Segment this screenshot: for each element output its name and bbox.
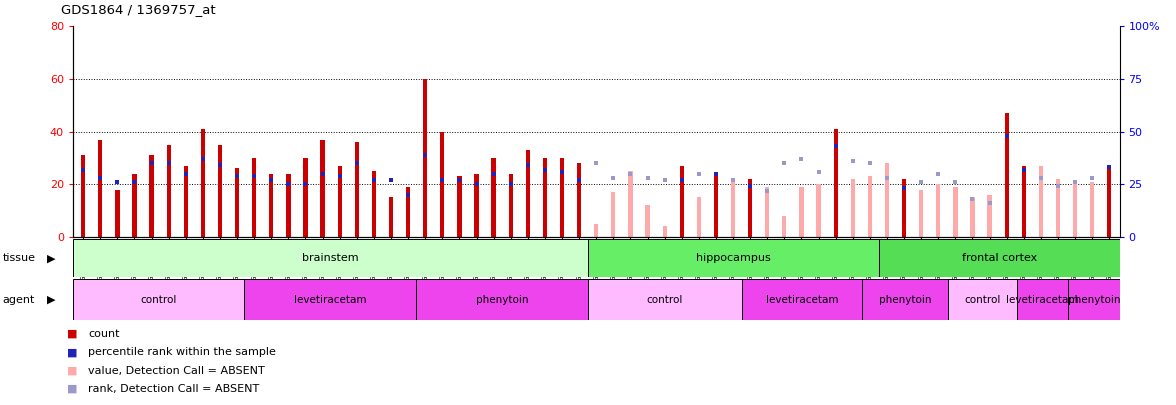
Bar (372, 171, 376, 237)
Bar (133, 174, 136, 237)
Bar (286, 174, 290, 237)
Bar (800, 187, 803, 237)
Bar (1004, 113, 1009, 237)
Bar (73, 279, 245, 320)
Bar (936, 184, 941, 237)
Bar (612, 192, 615, 237)
Bar (167, 145, 171, 237)
Bar (457, 177, 461, 237)
Bar (577, 163, 581, 237)
Bar (1056, 179, 1060, 237)
Bar (406, 187, 410, 237)
Bar (816, 184, 821, 237)
Bar (742, 279, 862, 320)
Bar (834, 129, 837, 237)
Bar (1016, 279, 1068, 320)
Bar (201, 129, 205, 237)
Text: levetiracetam: levetiracetam (294, 295, 367, 305)
Text: frontal cortex: frontal cortex (962, 253, 1037, 263)
Bar (731, 179, 735, 237)
Bar (560, 158, 564, 237)
Text: levetiracetam: levetiracetam (766, 295, 838, 305)
Text: percentile rank within the sample: percentile rank within the sample (88, 347, 276, 357)
Text: control: control (140, 295, 176, 305)
Bar (680, 166, 684, 237)
Bar (526, 150, 530, 237)
Bar (902, 179, 907, 237)
Text: levetiracetam: levetiracetam (1007, 295, 1078, 305)
Text: GDS1864 / 1369757_at: GDS1864 / 1369757_at (61, 3, 215, 16)
Text: hippocampus: hippocampus (696, 253, 771, 263)
Text: ■: ■ (67, 329, 78, 339)
Bar (850, 179, 855, 237)
Text: agent: agent (2, 295, 35, 305)
Bar (646, 205, 649, 237)
Bar (782, 216, 787, 237)
Text: tissue: tissue (2, 253, 35, 263)
Bar (183, 166, 188, 237)
Bar (918, 190, 923, 237)
Bar (252, 158, 256, 237)
Bar (948, 279, 1016, 320)
Bar (440, 132, 445, 237)
Text: ▶: ▶ (47, 295, 55, 305)
Bar (1073, 184, 1077, 237)
Bar (355, 142, 359, 237)
Text: ■: ■ (67, 384, 78, 394)
Text: brainstem: brainstem (302, 253, 359, 263)
Text: ■: ■ (67, 366, 78, 375)
Bar (588, 239, 880, 277)
Bar (954, 187, 957, 237)
Bar (1022, 166, 1025, 237)
Bar (862, 279, 948, 320)
Bar (588, 279, 742, 320)
Bar (218, 145, 222, 237)
Bar (474, 174, 479, 237)
Bar (338, 166, 342, 237)
Bar (662, 226, 667, 237)
Bar (149, 155, 154, 237)
Bar (81, 155, 86, 237)
Text: phenytoin: phenytoin (878, 295, 931, 305)
Bar (628, 171, 633, 237)
Bar (543, 158, 547, 237)
Bar (748, 179, 753, 237)
Bar (696, 198, 701, 237)
Bar (970, 198, 975, 237)
Bar (884, 163, 889, 237)
Text: rank, Detection Call = ABSENT: rank, Detection Call = ABSENT (88, 384, 260, 394)
Bar (714, 177, 719, 237)
Text: control: control (647, 295, 683, 305)
Text: phenytoin: phenytoin (1068, 295, 1120, 305)
Bar (508, 174, 513, 237)
Bar (303, 158, 308, 237)
Bar (115, 190, 120, 237)
Bar (235, 168, 239, 237)
Bar (389, 198, 393, 237)
Bar (1068, 279, 1120, 320)
Bar (98, 140, 102, 237)
Bar (868, 177, 871, 237)
Text: count: count (88, 329, 120, 339)
Bar (1038, 166, 1043, 237)
Bar (880, 239, 1120, 277)
Text: control: control (964, 295, 1001, 305)
Bar (245, 279, 416, 320)
Text: value, Detection Call = ABSENT: value, Detection Call = ABSENT (88, 366, 265, 375)
Bar (423, 79, 427, 237)
Text: ■: ■ (67, 347, 78, 357)
Bar (269, 174, 274, 237)
Bar (988, 195, 991, 237)
Bar (594, 224, 599, 237)
Bar (1090, 181, 1095, 237)
Text: ▶: ▶ (47, 253, 55, 263)
Text: phenytoin: phenytoin (475, 295, 528, 305)
Bar (73, 239, 588, 277)
Bar (416, 279, 588, 320)
Bar (766, 187, 769, 237)
Bar (321, 140, 325, 237)
Bar (492, 158, 496, 237)
Bar (1107, 166, 1111, 237)
